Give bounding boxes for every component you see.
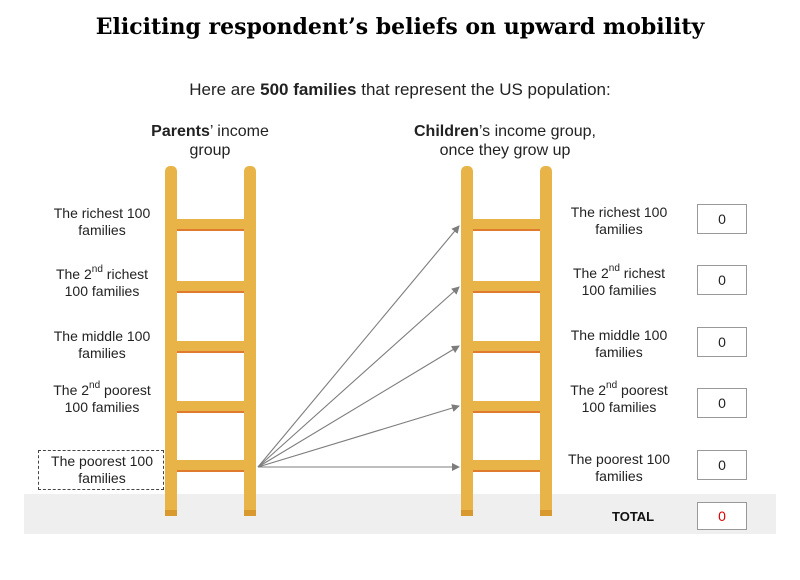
child-label-richest-line1: The richest 100 [570,204,668,220]
child-label-middle: The middle 100 families [552,327,686,361]
parents-header: Parents’ income group [135,122,285,160]
child-label-2nd-poorest-sup: nd [606,380,618,392]
page-title: Eliciting respondent’s beliefs on upward… [95,14,705,40]
child-label-poorest-line1: The poorest 100 [568,451,670,467]
child-label-2nd-poorest-pre: The 2 [570,382,607,398]
parents-ladder [165,166,256,516]
children-ladder-rail-right [540,166,552,516]
parents-header-bold: Parents [151,123,210,140]
arrow-to-2nd-poorest [257,404,460,468]
parents-ladder-rail-right [244,166,256,516]
parent-label-middle: The middle 100 families [36,328,168,362]
arrow-to-middle [257,345,460,468]
parent-label-richest: The richest 100 families [36,205,168,239]
selected-parent-group-outline [38,450,164,490]
child-label-2nd-poorest: The 2nd poorest 100 families [552,380,686,416]
count-input-middle[interactable]: 0 [697,327,747,357]
mobility-arrows [257,225,460,471]
child-label-middle-line1: The middle 100 [570,327,668,343]
parent-label-2nd-richest-pre: The 2 [55,266,92,282]
child-label-2nd-poorest-post: poorest [617,382,668,398]
parent-label-2nd-richest-line2: 100 families [64,283,140,299]
total-value: 0 [697,502,747,530]
parent-label-2nd-richest: The 2nd richest 100 families [36,264,168,300]
child-label-richest: The richest 100 families [552,204,686,238]
child-label-2nd-richest: The 2nd richest 100 families [552,263,686,299]
parent-label-2nd-richest-post: richest [102,266,149,282]
parent-label-richest-line2: families [78,222,126,238]
parent-label-richest-line1: The richest 100 [53,205,151,221]
parents-ladder-rail-left [165,166,177,516]
parent-label-2nd-poorest-pre: The 2 [53,382,90,398]
parents-ladder-rungs [177,219,244,472]
child-label-2nd-richest-pre: The 2 [572,265,609,281]
parent-label-2nd-poorest-line2: 100 families [64,399,140,415]
arrow-to-richest [257,225,460,468]
parent-label-poorest-line2: families [78,470,126,486]
count-input-poorest[interactable]: 0 [697,450,747,480]
children-ladder [461,166,552,516]
child-label-poorest: The poorest 100 families [552,451,686,485]
intro-text: Here are 500 families that represent the… [0,80,800,100]
child-label-2nd-poorest-line1: The 2nd poorest [552,380,686,399]
parent-label-2nd-poorest-sup: nd [89,380,101,392]
intro-bold: 500 families [260,80,357,99]
children-header-bold: Children [414,123,479,140]
children-header: Children’s income group, once they grow … [390,122,620,160]
child-label-richest-line2: families [595,221,643,237]
total-row [24,494,776,534]
parent-label-2nd-richest-sup: nd [91,264,103,276]
parent-label-2nd-poorest-post: poorest [100,382,151,398]
parent-label-middle-line2: families [78,345,126,361]
count-input-richest[interactable]: 0 [697,204,747,234]
count-input-2nd-poorest[interactable]: 0 [697,388,747,418]
parent-label-poorest: The poorest 100 families [36,453,168,487]
parent-label-poorest-line1: The poorest 100 [51,453,153,469]
count-input-2nd-richest[interactable]: 0 [697,265,747,295]
child-label-middle-line2: families [595,344,643,360]
arrow-to-2nd-richest [257,286,460,468]
children-ladder-rungs [473,219,540,472]
children-header-rest: ’s income group, [478,123,596,140]
parents-header-line2: group [189,142,231,159]
child-label-2nd-richest-sup: nd [608,263,620,275]
child-label-2nd-richest-line2: 100 families [581,282,657,298]
children-header-line2: once they grow up [439,142,571,159]
child-label-2nd-richest-post: richest [619,265,666,281]
total-label: TOTAL [612,509,655,524]
parents-header-rest: ’ income [209,123,269,140]
parent-label-2nd-poorest: The 2nd poorest 100 families [36,380,168,416]
parent-label-2nd-richest-line1: The 2nd richest [36,264,168,283]
intro-after: that represent the US population: [356,80,611,99]
children-ladder-rail-left [461,166,473,516]
intro-before: Here are [189,80,261,99]
parent-label-middle-line1: The middle 100 [53,328,151,344]
child-label-2nd-poorest-line2: 100 families [581,399,657,415]
parent-label-2nd-poorest-line1: The 2nd poorest [36,380,168,399]
child-label-poorest-line2: families [595,468,643,484]
child-label-2nd-richest-line1: The 2nd richest [552,263,686,282]
